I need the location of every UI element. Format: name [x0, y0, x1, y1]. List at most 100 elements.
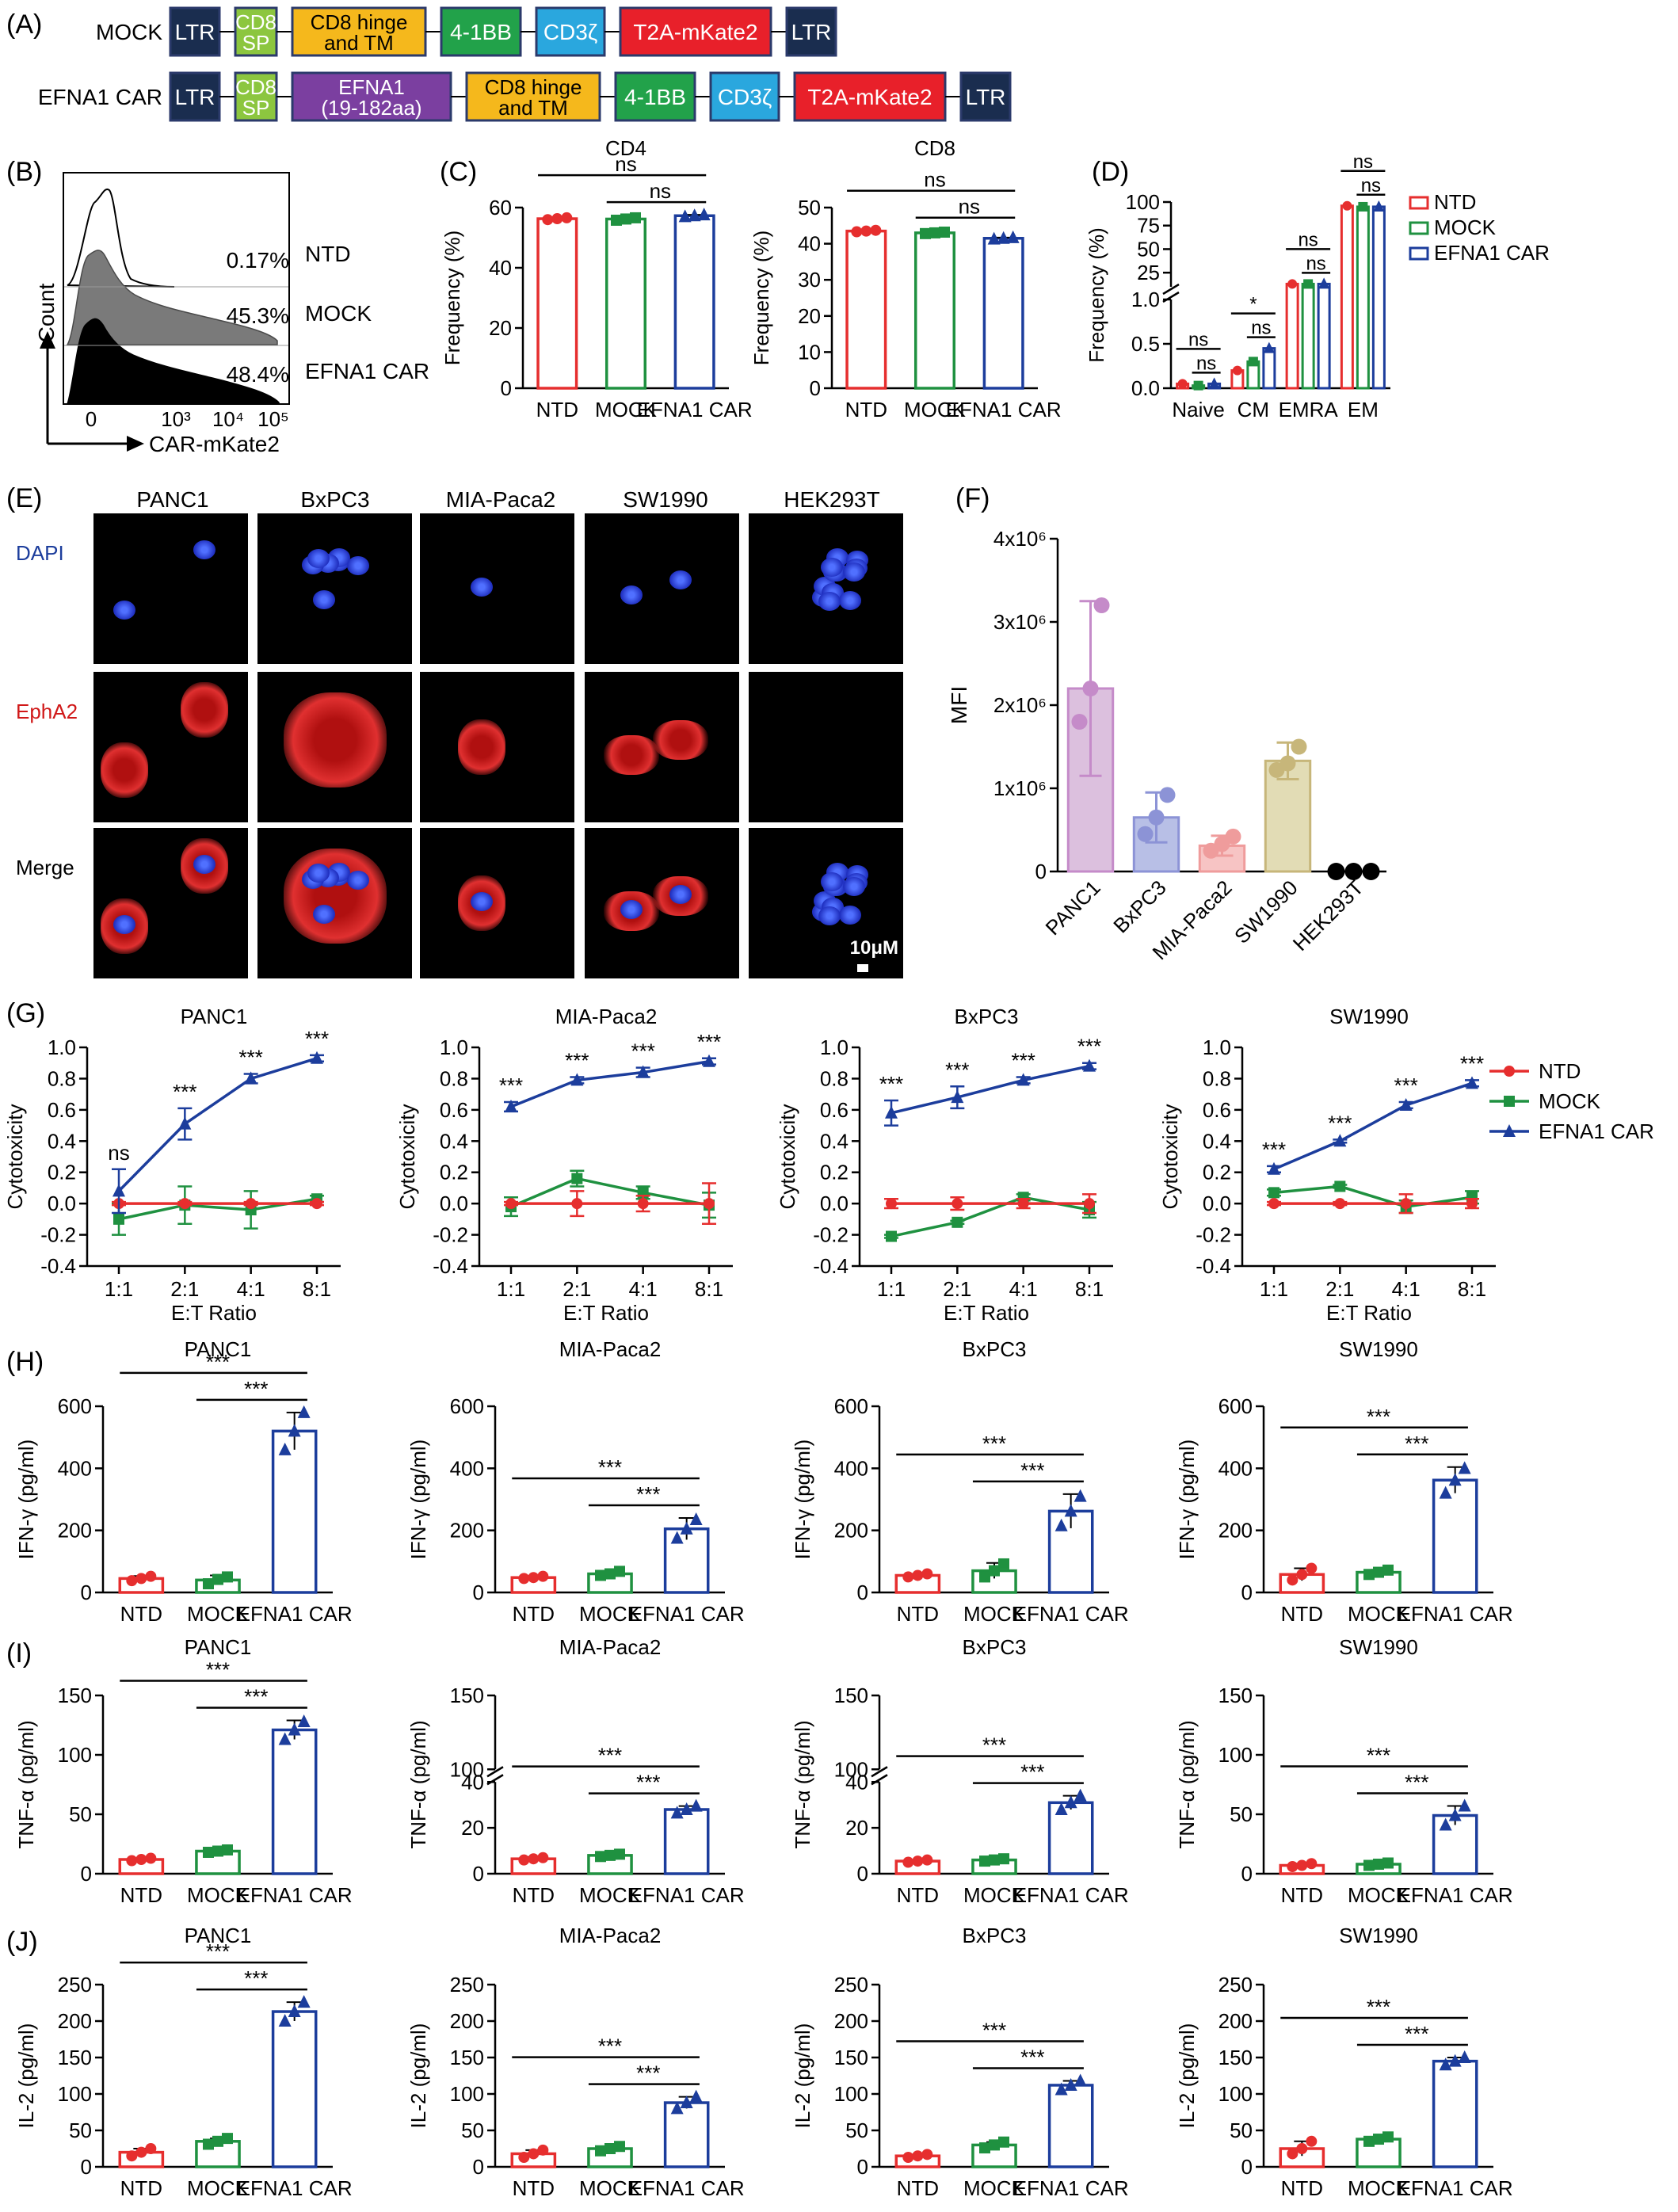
data-point: [912, 1855, 924, 1867]
y-tick-label: -0.4: [1196, 1254, 1231, 1278]
data-point: [998, 2136, 1009, 2148]
comparison-label: ***: [244, 1966, 268, 1990]
y-tick-label: 0.8: [1203, 1066, 1231, 1090]
data-point: [1466, 1076, 1478, 1089]
y-tick-label: 200: [58, 1519, 92, 1543]
microscopy-image-sw1990-merge: [585, 828, 739, 978]
data-point: [203, 2138, 214, 2150]
hist-pct-ntd: 0.17%: [227, 248, 289, 273]
x-tick-label: 2:1: [1325, 1277, 1354, 1301]
data-point: [1306, 2135, 1318, 2147]
data-point: [311, 1051, 323, 1064]
y-axis-label: IL-2 (pg/ml): [1175, 2023, 1199, 2129]
data-point: [1373, 2134, 1384, 2145]
hist-frame: [63, 172, 290, 405]
construct-part-ltr: [959, 71, 1012, 122]
y-tick-label: -0.2: [813, 1223, 849, 1247]
data-point: [680, 2096, 693, 2109]
col-label-bxpc3: BxPC3: [300, 487, 369, 512]
y-tick-label: 40: [798, 232, 821, 256]
bar: [1432, 1478, 1478, 1594]
construct-part-label: T2A-mKate2: [633, 20, 757, 44]
y-tick-label: 0.0: [440, 1192, 468, 1215]
data-point: [537, 2144, 549, 2156]
x-tick-label: MOCK: [963, 1602, 1026, 1626]
x-tick-label: PANC1: [1041, 875, 1105, 940]
y-axis-label: Frequency (%): [749, 231, 773, 366]
data-point: [989, 2139, 1000, 2151]
comparison-label: ***: [636, 2061, 660, 2085]
construct-part-label: LTR: [791, 20, 832, 44]
y-tick-label: 4x10⁶: [993, 527, 1047, 551]
bar: [663, 1808, 710, 1875]
panel-label-h: (H): [6, 1347, 44, 1377]
series-line: [117, 1057, 318, 1192]
chart-title: PANC1: [185, 1924, 252, 1947]
data-point: [222, 2133, 233, 2145]
microscopy-image-mia-paca2-merge: [420, 828, 574, 978]
y-tick-label: 25: [1137, 261, 1160, 284]
y-tick-label: 60: [489, 196, 512, 219]
y-tick-label: 0: [473, 1862, 484, 1886]
comparison-label: ***: [206, 1939, 230, 1963]
data-point: [528, 1572, 540, 1584]
y-tick-label: 0.2: [440, 1161, 468, 1184]
data-point: [1232, 365, 1242, 376]
y-tick-label: 250: [834, 1973, 868, 1997]
chart-title: MIA-Paca2: [559, 1635, 662, 1659]
construct-name: MOCK: [96, 20, 162, 44]
comparison-label: ns: [1298, 229, 1318, 250]
chart-title: SW1990: [1329, 1005, 1409, 1028]
data-point: [1373, 1859, 1384, 1870]
y-tick-label: 50: [69, 2119, 92, 2142]
y-axis-label: TNF-α (pg/ml): [14, 1720, 38, 1848]
x-tick-label: Naive: [1172, 398, 1224, 421]
y-tick-label: 0: [501, 376, 512, 400]
data-point: [886, 1230, 897, 1242]
y-tick-label: 150: [834, 2046, 868, 2069]
hist-mock: [66, 250, 278, 345]
comparison-label: ns: [1361, 175, 1381, 196]
x-tick-label: NTD: [536, 398, 578, 421]
chart-title: PANC1: [185, 1337, 252, 1361]
series-line: [510, 1177, 710, 1208]
construct-part-label: CD8: [235, 75, 276, 99]
y-tick-label: 0.0: [48, 1192, 76, 1215]
data-point: [921, 1854, 933, 1866]
y-tick-label: -0.2: [433, 1223, 468, 1247]
y-tick-label: 10: [798, 340, 821, 364]
y-tick-label: 40: [461, 1770, 484, 1794]
y-tick-label: 0.8: [48, 1066, 76, 1090]
construct-part-hinge: [465, 71, 601, 122]
axis-break-mark: [1162, 283, 1180, 296]
y-tick-label: 0.2: [48, 1161, 76, 1184]
comparison-label: ns: [1188, 329, 1208, 350]
hist-label-ntd: NTD: [305, 242, 351, 266]
y-tick-label: 600: [58, 1394, 92, 1418]
y-tick-label: 20: [798, 304, 821, 328]
data-point: [178, 1116, 192, 1130]
construct-part-ltr: [785, 6, 837, 57]
data-point: [1439, 2058, 1452, 2071]
data-point: [611, 214, 622, 226]
data-point: [952, 1198, 963, 1210]
y-tick-label: 1.0: [820, 1035, 849, 1059]
data-point: [921, 2149, 933, 2161]
y-tick-label: 0: [857, 2155, 868, 2179]
scale-bar-label: 10μM: [849, 937, 898, 959]
y-tick-label: 30: [798, 268, 821, 292]
y-tick-label: 200: [450, 1519, 484, 1543]
y-tick-label: 0.6: [820, 1098, 849, 1122]
data-point: [505, 1099, 517, 1112]
significance-label: ***: [173, 1080, 196, 1104]
y-tick-label: 150: [58, 1684, 92, 1707]
x-tick-label: 2:1: [563, 1277, 591, 1301]
x-tick-label: NTD: [1281, 1602, 1323, 1626]
y-tick-label: 0.8: [440, 1066, 468, 1090]
x-tick-label: NTD: [1281, 2176, 1323, 2200]
significance-label: ***: [499, 1074, 523, 1097]
comparison-label: ns: [1306, 253, 1325, 274]
series-line: [890, 1064, 1090, 1115]
data-point: [245, 1198, 257, 1210]
